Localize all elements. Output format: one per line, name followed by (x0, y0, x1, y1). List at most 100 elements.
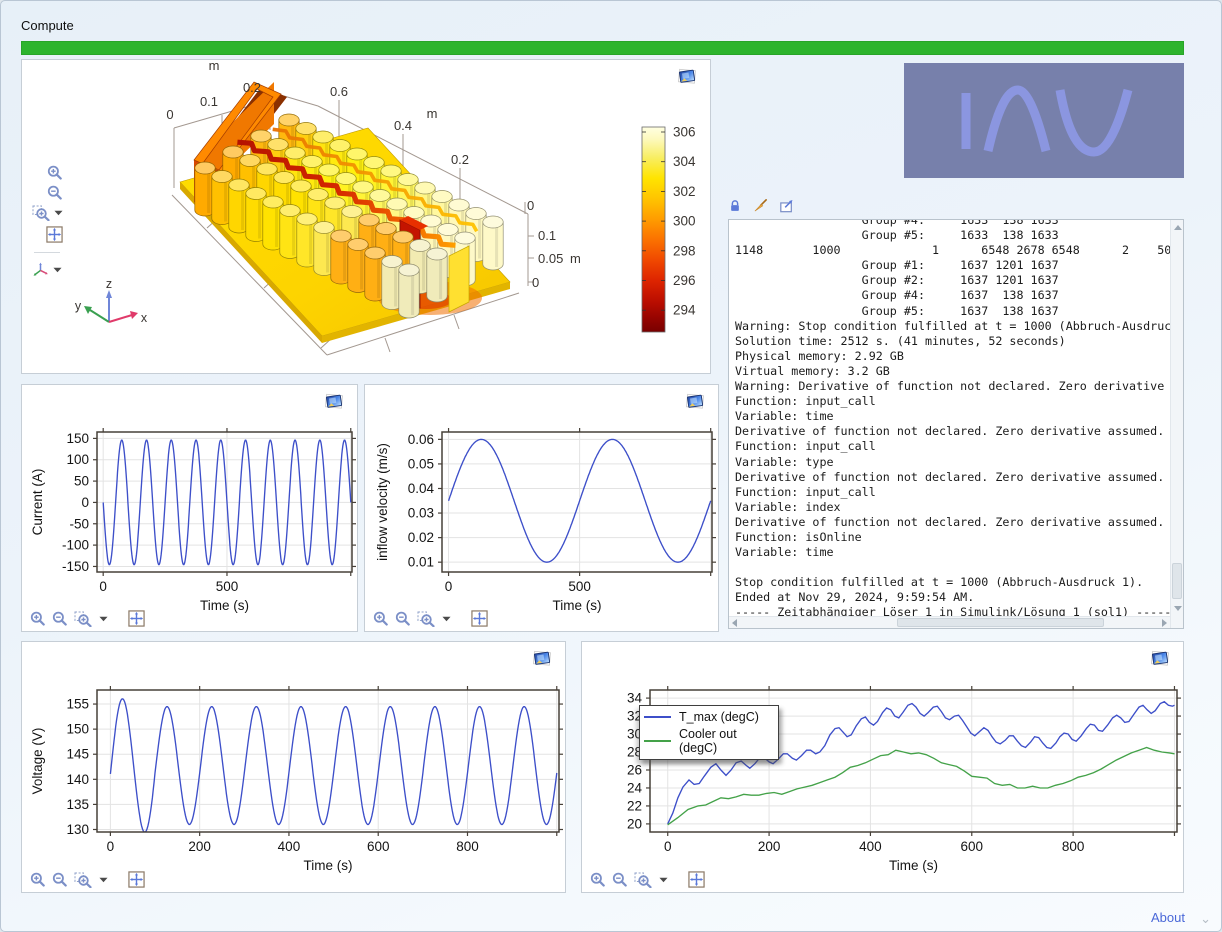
svg-text:m: m (209, 60, 220, 73)
view-orientation-icon[interactable] (32, 262, 49, 277)
log-vertical-scrollbar[interactable] (1170, 220, 1183, 628)
svg-text:155: 155 (66, 697, 89, 712)
voltage-plot-canvas[interactable]: 0 200 400 600 800 155 150 145 140 135 130 Time (s) V… (22, 642, 565, 892)
chevron-down-icon[interactable] (442, 616, 451, 622)
svg-text:0: 0 (445, 579, 453, 594)
svg-text:-100: -100 (62, 538, 89, 553)
svg-text:Time (s): Time (s) (200, 598, 249, 613)
log-text: Group #4: 1633 138 1633 Group #5: 1633 1… (735, 219, 1183, 620)
scroll-right-icon[interactable] (1162, 619, 1167, 627)
svg-text:0.4: 0.4 (394, 118, 412, 133)
scrollbar-thumb[interactable] (896, 618, 1104, 627)
svg-text:294: 294 (673, 303, 696, 318)
zoom-box-icon[interactable] (74, 872, 92, 888)
zoom-box-icon[interactable] (74, 611, 92, 627)
chevron-down-icon[interactable] (99, 616, 108, 622)
zoom-in-icon[interactable] (30, 611, 45, 626)
zoom-out-icon[interactable] (52, 872, 67, 887)
svg-text:Current (A): Current (A) (30, 469, 45, 536)
svg-text:0.01: 0.01 (408, 555, 434, 570)
temperature-plot-panel: 0 200 400 600 800 34 32 30 28 26 24 22 20 Time (s) T_… (581, 641, 1184, 893)
svg-text:-50: -50 (69, 516, 89, 531)
model-3d-panel[interactable]: m 0 0.1 0.2 m 0.6 0.4 0.2 0 0.1 0.05 0 m z y x 306 304 302… (21, 58, 711, 374)
about-link[interactable]: About (1151, 910, 1185, 925)
svg-text:0: 0 (532, 275, 539, 290)
plot-legend: T_max (degC) Cooler out (degC) (639, 705, 779, 760)
zoom-in-icon[interactable] (373, 611, 388, 626)
chevron-down-icon[interactable] (53, 267, 62, 273)
float-plot-button[interactable] (684, 392, 706, 410)
zoom-in-icon[interactable] (30, 872, 45, 887)
voltage-plot-panel: 0 200 400 600 800 155 150 145 140 135 130 Time (s) V… (21, 641, 566, 893)
zoom-box-icon[interactable] (32, 205, 50, 221)
svg-text:0: 0 (527, 198, 534, 213)
svg-text:200: 200 (758, 839, 781, 854)
svg-text:306: 306 (673, 125, 696, 140)
compute-label: Compute (21, 18, 74, 33)
svg-text:600: 600 (961, 839, 984, 854)
zoom-box-icon[interactable] (634, 872, 652, 888)
zoom-in-icon[interactable] (590, 872, 605, 887)
zoom-in-icon[interactable] (32, 165, 76, 180)
log-horizontal-scrollbar[interactable] (729, 616, 1170, 628)
svg-text:0.05: 0.05 (538, 251, 563, 266)
legend-line-sample (644, 739, 671, 742)
svg-text:Voltage (V): Voltage (V) (30, 728, 45, 795)
float-plot-button[interactable] (531, 649, 553, 667)
chevron-down-icon[interactable] (659, 877, 668, 883)
legend-label: Cooler out (degC) (679, 726, 737, 755)
zoom-out-icon[interactable] (612, 872, 627, 887)
model-3d-canvas[interactable]: m 0 0.1 0.2 m 0.6 0.4 0.2 0 0.1 0.05 0 m z y x 306 304 302… (22, 58, 710, 373)
legend-entry: T_max (degC) (644, 710, 774, 724)
svg-text:50: 50 (74, 474, 89, 489)
svg-text:y: y (75, 299, 82, 313)
scroll-left-icon[interactable] (732, 619, 737, 627)
current-plot-canvas[interactable]: 0 500 150 100 50 0 -50 -100 -150 Time (s) Current … (22, 385, 357, 631)
chevron-down-icon[interactable] (99, 877, 108, 883)
footer-chevron-icon[interactable]: ⌄ (1200, 911, 1211, 926)
svg-text:600: 600 (367, 839, 390, 854)
zoom-out-icon[interactable] (52, 611, 67, 626)
inflow-plot-panel: 0 500 0.06 0.05 0.04 0.03 0.02 0.01 Time (s) infl… (364, 384, 719, 632)
svg-text:20: 20 (627, 816, 642, 831)
zoom-out-icon[interactable] (32, 185, 76, 200)
temperature-plot-canvas[interactable]: 0 200 400 600 800 34 32 30 28 26 24 22 20 Time (s) (582, 642, 1183, 892)
inflow-plot-canvas[interactable]: 0 500 0.06 0.05 0.04 0.03 0.02 0.01 Time (s) infl… (365, 385, 718, 631)
svg-text:0.6: 0.6 (330, 84, 348, 99)
scroll-up-icon[interactable] (1174, 225, 1182, 230)
svg-text:0.03: 0.03 (408, 506, 434, 521)
zoom-extents-icon[interactable] (128, 610, 145, 627)
plot-toolbar (590, 871, 705, 888)
svg-text:400: 400 (278, 839, 301, 854)
svg-text:inflow velocity (m/s): inflow velocity (m/s) (375, 443, 390, 561)
zoom-extents-icon[interactable] (688, 871, 705, 888)
svg-text:22: 22 (627, 798, 642, 813)
scroll-down-icon[interactable] (1174, 606, 1182, 611)
chevron-down-icon[interactable] (54, 210, 63, 216)
svg-text:34: 34 (627, 691, 643, 706)
svg-text:296: 296 (673, 273, 696, 288)
zoom-extents-icon[interactable] (32, 226, 76, 243)
toolbar-divider (34, 252, 60, 253)
svg-text:m: m (570, 251, 581, 266)
lock-icon[interactable] (728, 199, 742, 213)
zoom-extents-icon[interactable] (128, 871, 145, 888)
scrollbar-thumb[interactable] (1172, 562, 1182, 600)
svg-text:Time (s): Time (s) (553, 598, 602, 613)
zoom-out-icon[interactable] (395, 611, 410, 626)
svg-text:0.2: 0.2 (451, 152, 469, 167)
float-plot-button[interactable] (1149, 649, 1171, 667)
zoom-extents-icon[interactable] (471, 610, 488, 627)
float-plot-button[interactable] (323, 392, 345, 410)
zoom-box-icon[interactable] (417, 611, 435, 627)
svg-text:150: 150 (66, 722, 89, 737)
plot-toolbar (373, 610, 488, 627)
float-plot-button[interactable] (676, 67, 698, 85)
solver-log[interactable]: Group #4: 1633 138 1633 Group #5: 1633 1… (728, 219, 1184, 629)
svg-text:30: 30 (627, 727, 642, 742)
clear-log-icon[interactable] (753, 198, 768, 213)
svg-text:0.2: 0.2 (243, 80, 261, 95)
svg-text:0.1: 0.1 (538, 228, 556, 243)
float-window-icon[interactable] (779, 199, 794, 213)
